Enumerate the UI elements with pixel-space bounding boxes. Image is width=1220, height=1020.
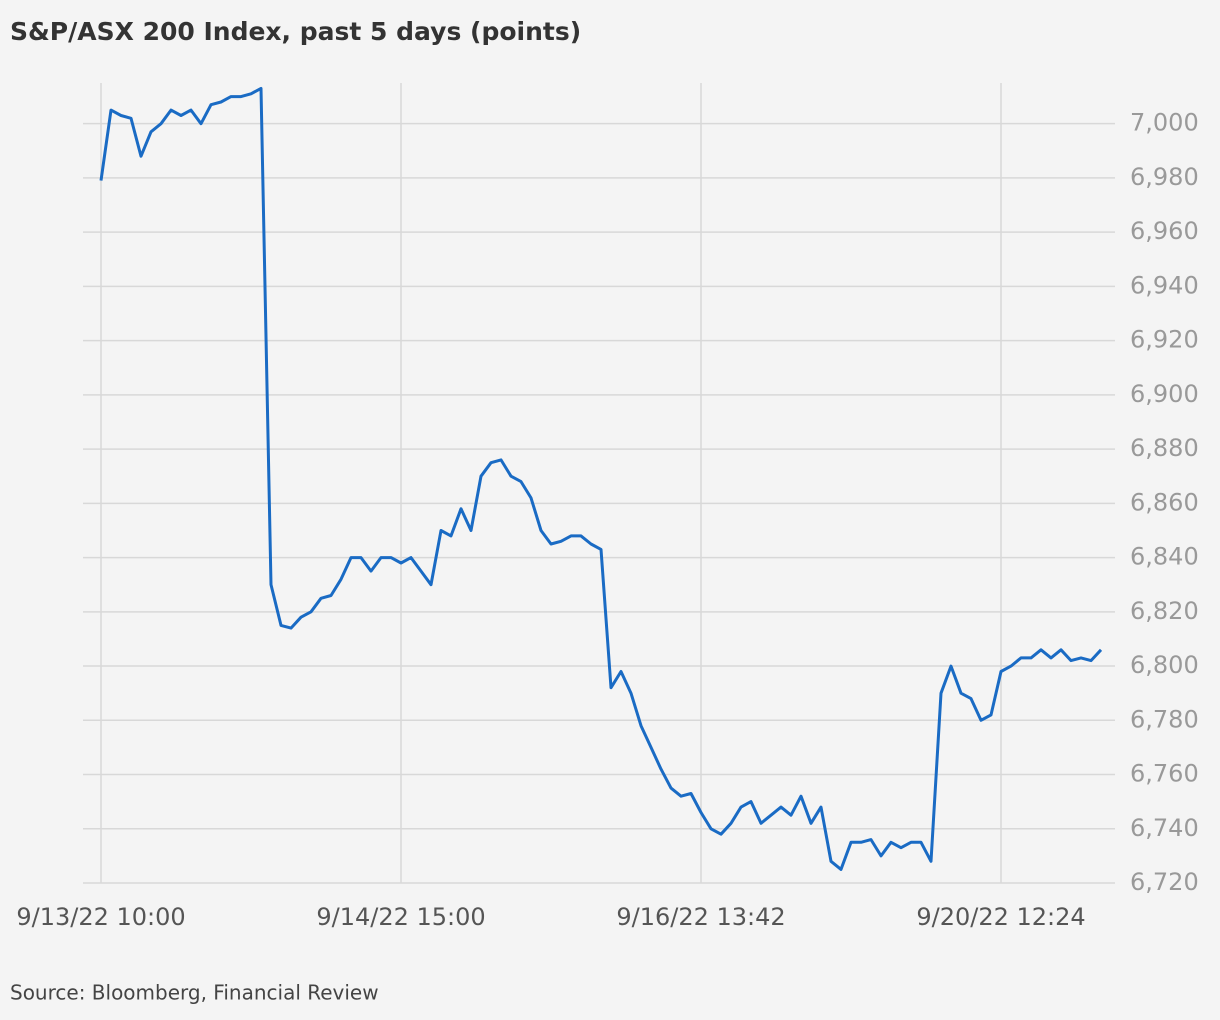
x-tick-label: 9/20/22 12:24 [916, 903, 1085, 931]
y-tick-label: 6,720 [1130, 868, 1199, 896]
price-line [99, 86, 1103, 871]
y-tick-label: 6,820 [1130, 597, 1199, 625]
y-tick-label: 6,740 [1130, 814, 1199, 842]
y-tick-label: 6,940 [1130, 271, 1199, 299]
y-tick-label: 6,920 [1130, 326, 1199, 354]
y-tick-label: 6,980 [1130, 163, 1199, 191]
y-tick-label: 7,000 [1130, 109, 1199, 137]
chart-title: S&P/ASX 200 Index, past 5 days (points) [10, 17, 581, 46]
x-tick-label: 9/13/22 10:00 [16, 903, 185, 931]
y-tick-label: 6,900 [1130, 380, 1199, 408]
y-tick-label: 6,860 [1130, 488, 1199, 516]
y-tick-label: 6,960 [1130, 217, 1199, 245]
y-tick-label: 6,880 [1130, 434, 1199, 462]
y-tick-label: 6,780 [1130, 705, 1199, 733]
y-tick-label: 6,760 [1130, 760, 1199, 788]
source-note: Source: Bloomberg, Financial Review [10, 981, 379, 1005]
y-tick-label: 6,800 [1130, 651, 1199, 679]
x-tick-label: 9/16/22 13:42 [616, 903, 785, 931]
x-tick-label: 9/14/22 15:00 [316, 903, 485, 931]
y-tick-label: 6,840 [1130, 543, 1199, 571]
